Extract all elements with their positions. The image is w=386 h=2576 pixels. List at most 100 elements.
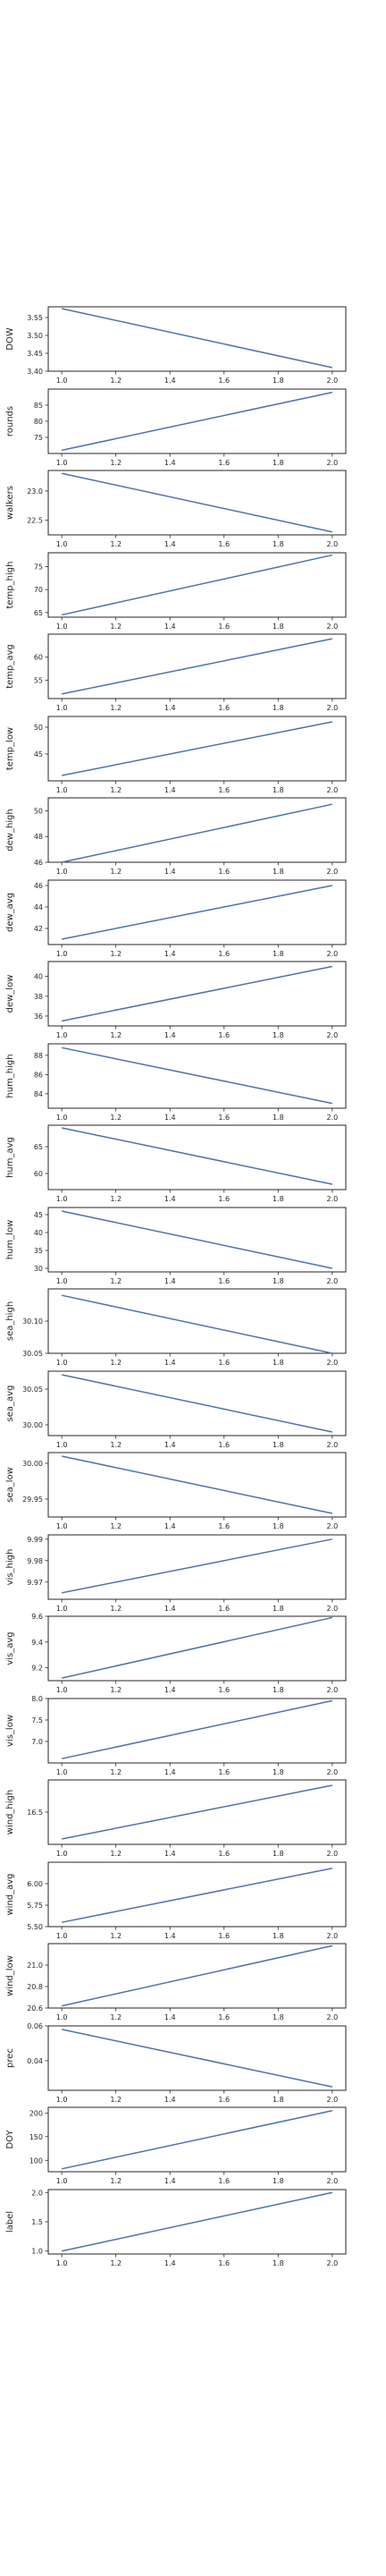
y-tick-label: 9.99 <box>27 1536 43 1544</box>
axes-frame <box>47 879 347 945</box>
y-tick-label: 20.8 <box>27 1983 43 1991</box>
y-tick-label: 200 <box>29 2109 43 2117</box>
x-tick-label: 1.4 <box>164 1114 176 1122</box>
x-tick-label: 2.0 <box>326 1114 338 1122</box>
x-tick-label: 1.6 <box>218 1686 230 1694</box>
y-tick-label: 22.5 <box>27 517 43 525</box>
subplot-sea_low: 1.0 1.2 1.4 1.6 1.8 2.0 29.95 30.00 sea_low <box>5 1452 347 1530</box>
y-tick-label: 40 <box>34 1229 43 1237</box>
x-tick-label: 1.8 <box>273 1932 284 1940</box>
y-tick-label: 6.00 <box>27 1880 43 1888</box>
subplot-vis_low: 1.0 1.2 1.4 1.6 1.8 2.0 7.0 7.5 8.0 vis_low <box>5 1695 347 1776</box>
x-tick-label: 2.0 <box>326 1277 338 1285</box>
y-tick-label: 35 <box>34 1247 43 1255</box>
x-tick-label: 1.6 <box>218 1359 230 1367</box>
x-tick-label: 1.8 <box>273 2177 284 2185</box>
x-tick-label: 1.2 <box>110 1277 122 1285</box>
x-tick-label: 1.4 <box>164 704 176 712</box>
x-tick-label: 1.0 <box>56 2013 68 2021</box>
x-tick-label: 1.8 <box>273 1686 284 1694</box>
axes-frame <box>47 716 347 782</box>
x-tick-label: 2.0 <box>326 2013 338 2021</box>
series-line-sea_avg <box>61 1374 333 1433</box>
x-tick-label: 2.0 <box>326 1031 338 1039</box>
series-line-sea_high <box>61 1294 333 1354</box>
axes-frame <box>47 1124 347 1191</box>
y-tick-label: 3.55 <box>27 314 43 322</box>
axes-frame <box>47 961 347 1027</box>
y-tick-label: 40 <box>34 973 43 981</box>
subplot-sea_avg: 1.0 1.2 1.4 1.6 1.8 2.0 30.00 30.05 sea_avg <box>5 1370 347 1449</box>
x-tick-label: 1.2 <box>110 1195 122 1203</box>
x-tick-label: 1.4 <box>164 1768 176 1776</box>
y-tick-label: 0.06 <box>27 2022 43 2030</box>
x-tick-label: 1.6 <box>218 2177 230 2185</box>
y-axis-label: vis_high <box>5 1549 15 1586</box>
x-tick-label: 1.2 <box>110 1605 122 1613</box>
x-tick-label: 1.6 <box>218 2013 230 2021</box>
y-tick-label: 9.97 <box>27 1579 43 1587</box>
x-tick-label: 1.2 <box>110 704 122 712</box>
axes-frame <box>47 1370 347 1436</box>
y-tick-label: 85 <box>34 402 43 410</box>
x-tick-label: 2.0 <box>326 1932 338 1940</box>
y-tick-label: 30 <box>34 1265 43 1273</box>
x-tick-label: 2.0 <box>326 704 338 712</box>
y-axis-label: dew_avg <box>5 893 15 932</box>
axes-frame <box>47 2106 347 2173</box>
x-tick-label: 1.2 <box>110 1359 122 1367</box>
x-tick-label: 1.2 <box>110 540 122 548</box>
x-tick-label: 1.2 <box>110 623 122 631</box>
y-axis-label: DOY <box>5 2130 15 2149</box>
x-tick-label: 1.4 <box>164 377 176 385</box>
x-tick-label: 2.0 <box>326 1605 338 1613</box>
axes-frame <box>47 1534 347 1600</box>
x-tick-label: 1.0 <box>56 1031 68 1039</box>
x-tick-label: 1.4 <box>164 2177 176 2185</box>
subplot-hum_high: 1.0 1.2 1.4 1.6 1.8 2.0 84 86 88 hum_high <box>5 1043 347 1122</box>
x-tick-label: 1.8 <box>273 1522 284 1530</box>
subplot-temp_low: 1.0 1.2 1.4 1.6 1.8 2.0 45 50 temp_low <box>5 716 347 794</box>
axes-frame <box>47 1698 347 1764</box>
y-tick-label: 150 <box>29 2133 43 2141</box>
x-tick-label: 1.8 <box>273 1768 284 1776</box>
y-tick-label: 80 <box>34 418 43 426</box>
x-tick-label: 1.2 <box>110 950 122 958</box>
x-tick-label: 1.6 <box>218 1850 230 1858</box>
x-tick-label: 1.2 <box>110 2177 122 2185</box>
x-tick-label: 1.4 <box>164 1686 176 1694</box>
y-tick-label: 30.00 <box>22 1460 43 1468</box>
x-tick-label: 1.0 <box>56 2259 68 2267</box>
x-tick-label: 1.0 <box>56 868 68 876</box>
y-tick-label: 50 <box>34 724 43 732</box>
x-tick-label: 1.4 <box>164 868 176 876</box>
y-tick-label: 23.0 <box>27 487 43 496</box>
y-tick-label: 100 <box>29 2157 43 2165</box>
y-tick-label: 65 <box>34 609 43 617</box>
x-tick-label: 1.0 <box>56 1277 68 1285</box>
y-tick-label: 55 <box>34 676 43 684</box>
series-line-wind_avg <box>61 1867 333 1923</box>
x-tick-label: 1.2 <box>110 459 122 467</box>
x-tick-label: 2.0 <box>326 1441 338 1449</box>
y-tick-label: 9.98 <box>27 1557 43 1565</box>
x-tick-label: 1.4 <box>164 786 176 794</box>
x-tick-label: 1.6 <box>218 1031 230 1039</box>
x-tick-label: 2.0 <box>326 623 338 631</box>
series-line-temp_high <box>61 554 333 616</box>
x-tick-label: 1.0 <box>56 623 68 631</box>
x-tick-label: 2.0 <box>326 459 338 467</box>
x-tick-label: 1.2 <box>110 1932 122 1940</box>
x-tick-label: 1.8 <box>273 1441 284 1449</box>
y-tick-label: 8.0 <box>31 1695 43 1703</box>
subplot-walkers: 1.0 1.2 1.4 1.6 1.8 2.0 22.5 23.0 walkers <box>5 470 347 548</box>
x-tick-label: 1.0 <box>56 950 68 958</box>
y-tick-label: 36 <box>34 1013 43 1021</box>
subplot-vis_avg: 1.0 1.2 1.4 1.6 1.8 2.0 9.2 9.4 9.6 vis_avg <box>5 1613 347 1694</box>
y-tick-label: 0.04 <box>27 2057 43 2065</box>
x-tick-label: 1.8 <box>273 704 284 712</box>
y-axis-label: sea_low <box>5 1467 15 1503</box>
y-axis-label: temp_avg <box>5 644 15 689</box>
x-tick-label: 1.2 <box>110 1114 122 1122</box>
